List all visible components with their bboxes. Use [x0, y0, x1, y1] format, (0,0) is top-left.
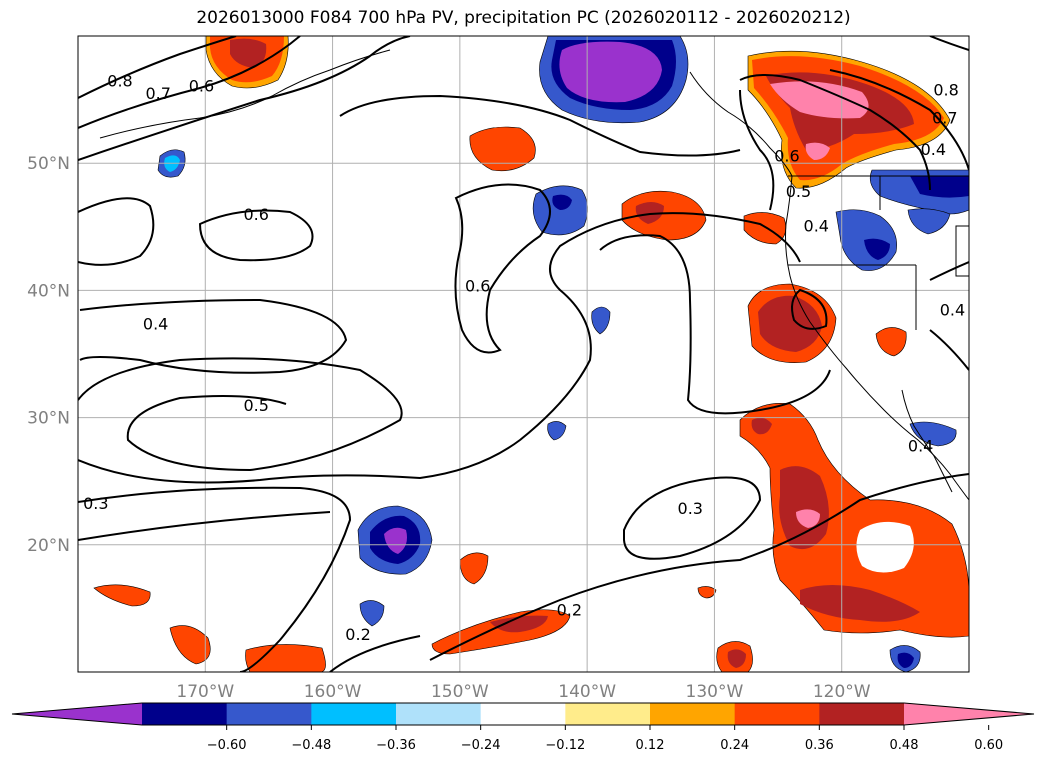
contour-labels: 0.8 0.7 0.6 0.6 0.5 0.4 0.6 0.6 0.4 0.5 0.3 0.3 0.2 0… — [83, 72, 965, 644]
pv-contour-label: 0.7 — [932, 108, 957, 127]
lat-tick-label: 20°N — [27, 536, 70, 556]
lon-tick-label: 150°W — [431, 682, 489, 702]
pv-contour-label: 0.5 — [786, 182, 811, 201]
pv-contour-label: 0.5 — [243, 396, 268, 415]
negative-center-small-4 — [359, 600, 385, 627]
colorbar-segment — [819, 703, 905, 725]
colorbar-extend-low — [12, 703, 142, 725]
positive-band-south — [431, 609, 571, 655]
pv-contour-label: 0.7 — [145, 84, 170, 103]
negative-center-hawaii — [357, 505, 433, 575]
colorbar-tick-label: 0.48 — [890, 738, 919, 753]
colorbar-segment — [734, 703, 820, 725]
colorbar-extend-high — [904, 703, 1034, 725]
pv-contour-label: 0.6 — [465, 276, 490, 295]
lon-tick-label: 140°W — [558, 682, 616, 702]
pv-contour-label: 0.6 — [189, 77, 214, 96]
colorbar-segment — [142, 703, 228, 725]
pv-contour-label: 0.8 — [107, 72, 132, 91]
colorbar-tick-label: 0.60 — [974, 738, 1003, 753]
map-frame — [77, 35, 970, 673]
colorbar-segment — [650, 703, 736, 725]
positive-center-pnw — [747, 50, 951, 189]
pv-contour-label: 0.3 — [83, 494, 108, 513]
positive-center-midpacific — [469, 126, 536, 172]
pv-contour-label: 0.3 — [678, 499, 703, 518]
negative-center-small-2 — [591, 306, 611, 335]
negative-center-small-3 — [547, 421, 567, 441]
positive-center-small-2 — [875, 327, 907, 357]
positive-center-small-1 — [743, 212, 787, 245]
colorbar-tick-label: −0.12 — [545, 738, 585, 753]
pv-contour-label: 0.2 — [345, 625, 370, 644]
positive-center-small-3 — [459, 552, 489, 585]
longitude-labels: 170°W 160°W 150°W 140°W 130°W 120°W — [176, 682, 870, 702]
lon-tick-label: 120°W — [813, 682, 871, 702]
pv-contour-label: 0.6 — [774, 147, 799, 166]
colorbar-segment — [565, 703, 651, 725]
chart-title: 2026013000 F084 700 hPa PV, precipitatio… — [196, 8, 851, 28]
colorbar-outline — [11, 702, 1035, 726]
colorbar-tick-label: −0.36 — [376, 738, 416, 753]
lon-tick-label: 130°W — [686, 682, 744, 702]
pv-contour-label: 0.4 — [908, 437, 933, 456]
colorbar-segment — [480, 703, 566, 725]
positive-center-small-8 — [716, 641, 753, 672]
pv-contour-label: 0.4 — [143, 314, 168, 333]
positive-center-aleutian — [205, 36, 289, 89]
positive-center-small-4 — [93, 584, 151, 607]
colorbar-tick-label: −0.24 — [461, 738, 501, 753]
colorbar-tick-label: 0.24 — [720, 738, 749, 753]
pv-contour-label: 0.4 — [921, 140, 946, 159]
positive-center-small-6 — [245, 644, 326, 672]
positive-center-offshore — [621, 190, 707, 241]
colorbar-tick-label: −0.60 — [207, 738, 247, 753]
colorbar-tick-label: 0.12 — [636, 738, 665, 753]
pv-contours — [78, 36, 969, 672]
colorbar-segment — [311, 703, 397, 725]
lat-tick-label: 40°N — [27, 281, 70, 301]
latitude-labels: 20°N 30°N 40°N 50°N — [27, 154, 70, 556]
lat-tick-label: 30°N — [27, 409, 70, 429]
pv-contour-label: 0.6 — [243, 205, 268, 224]
pv-contour-label: 0.8 — [933, 80, 958, 99]
colorbar: −0.60 −0.48 −0.36 −0.24 −0.12 0.12 0.24 0.36 0.4… — [11, 702, 1035, 753]
pv-contour-label: 0.4 — [804, 217, 829, 236]
negative-center-us-west — [835, 169, 969, 672]
pv-contour-label: 0.2 — [557, 601, 582, 620]
lon-tick-label: 170°W — [176, 682, 234, 702]
pv-contour-label: 0.4 — [940, 300, 965, 319]
positive-center-small-7 — [697, 586, 717, 599]
colorbar-segment — [226, 703, 312, 725]
positive-center-california — [747, 283, 837, 363]
negative-center-gulf-alaska — [539, 36, 689, 124]
colorbar-segment — [396, 703, 482, 725]
negative-center-north-pacific — [532, 185, 588, 236]
positive-center-small-5 — [169, 625, 211, 665]
colorbar-tick-label: 0.36 — [805, 738, 834, 753]
lon-tick-label: 160°W — [304, 682, 362, 702]
positive-center-subtropical — [739, 403, 969, 638]
lat-tick-label: 50°N — [27, 154, 70, 174]
colorbar-tick-label: −0.48 — [291, 738, 331, 753]
